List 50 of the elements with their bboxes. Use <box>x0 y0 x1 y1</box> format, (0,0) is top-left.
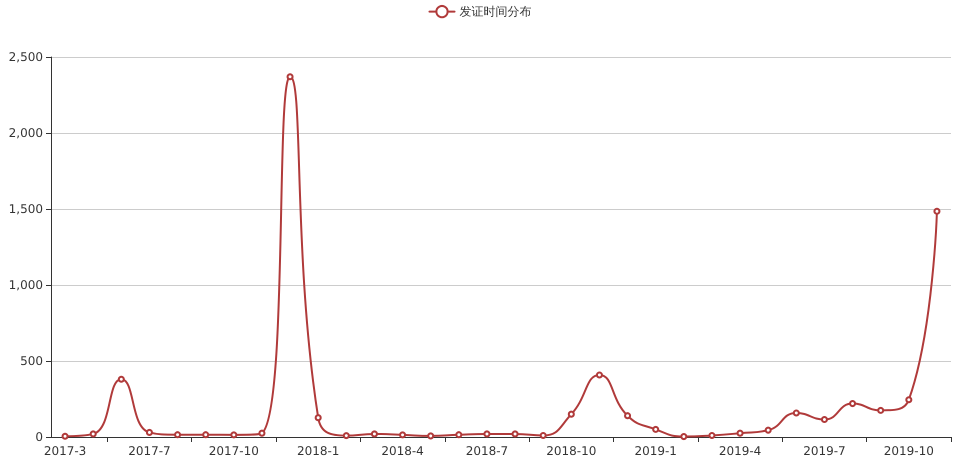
point <box>483 430 490 438</box>
x-tick-label: 2019-7 <box>803 444 846 458</box>
x-tick-label: 2019-1 <box>634 444 677 458</box>
point <box>933 208 940 215</box>
point <box>174 431 182 438</box>
x-tick-label: 2018-1 <box>296 444 340 458</box>
point <box>708 432 716 439</box>
y-tick-label: 500 <box>20 354 43 368</box>
point <box>342 432 350 440</box>
point <box>624 412 632 420</box>
x-tick-label: 2018-7 <box>466 444 508 458</box>
point <box>820 416 828 424</box>
x-tick-label: 2018-10 <box>546 444 596 458</box>
y-tick-label: 1,000 <box>8 278 43 292</box>
point <box>652 426 660 433</box>
point <box>62 432 69 440</box>
y-tick-label: 2,500 <box>8 50 43 64</box>
point <box>764 426 772 434</box>
point <box>230 431 238 438</box>
x-tick-label: 2017-7 <box>128 444 171 458</box>
y-tick-label: 0 <box>35 430 43 444</box>
x-tick-label: 2019-4 <box>718 444 762 458</box>
point <box>370 430 378 438</box>
point <box>512 430 519 438</box>
point <box>849 400 856 408</box>
point <box>736 430 744 437</box>
point <box>877 406 884 414</box>
point <box>427 432 434 440</box>
point <box>314 414 322 422</box>
point <box>905 396 912 404</box>
point <box>596 371 603 378</box>
point <box>202 431 210 438</box>
point <box>455 431 462 438</box>
y-tick-label: 1,500 <box>8 202 43 216</box>
point <box>90 430 97 438</box>
point <box>146 428 153 436</box>
point <box>118 376 125 383</box>
point <box>568 410 575 418</box>
point <box>792 409 800 416</box>
point <box>286 73 294 80</box>
point <box>680 433 688 440</box>
x-tick-label: 2017-3 <box>44 444 86 458</box>
point <box>258 430 266 437</box>
legend-label: 发证时间分布 <box>460 4 532 19</box>
point <box>540 432 547 439</box>
point <box>399 431 406 438</box>
x-tick-label: 2017-10 <box>208 444 259 458</box>
x-tick-label: 2019-10 <box>884 444 934 458</box>
y-tick-label: 2,000 <box>8 126 43 140</box>
x-tick-label: 2018-4 <box>381 444 424 458</box>
